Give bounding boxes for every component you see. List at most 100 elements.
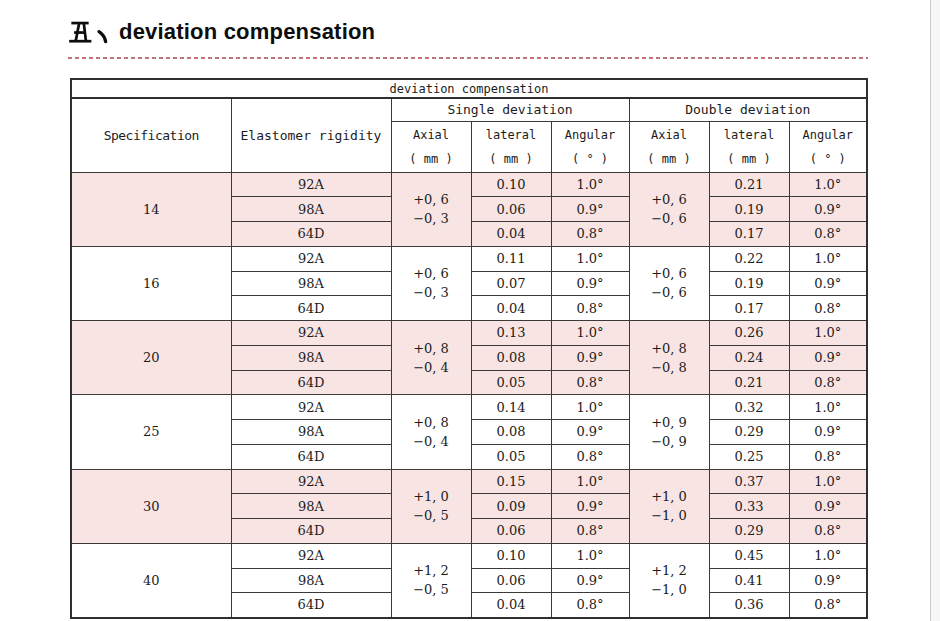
single-lateral-cell: 0.04	[471, 593, 551, 618]
single-angular-cell: 0.8°	[551, 370, 629, 395]
single-lateral-cell: 0.06	[471, 519, 551, 544]
single-angular-cell: 0.9°	[551, 271, 629, 296]
subheader-lateral-1: lateral ( mm )	[471, 121, 551, 172]
double-lateral-cell: 0.37	[709, 469, 789, 494]
single-angular-cell: 0.8°	[551, 296, 629, 321]
single-axial-tolerance-cell: +0, 6 −0, 3	[391, 172, 471, 246]
rigidity-cell: 98A	[231, 197, 391, 222]
rigidity-cell: 64D	[231, 370, 391, 395]
cjk-five-character-icon	[67, 19, 93, 45]
subheader-angular-5: Angular ( ° )	[789, 121, 867, 172]
double-angular-cell: 1.0°	[789, 172, 867, 197]
document-page: deviation compensation deviation compens…	[0, 0, 940, 621]
single-lateral-cell: 0.10	[471, 172, 551, 197]
single-angular-cell: 0.9°	[551, 568, 629, 593]
double-axial-tolerance-cell: +0, 6 −0, 6	[629, 246, 709, 320]
rigidity-cell: 92A	[231, 246, 391, 271]
single-lateral-cell: 0.06	[471, 568, 551, 593]
ideographic-comma-icon	[95, 29, 111, 45]
double-angular-cell: 1.0°	[789, 321, 867, 346]
rigidity-cell: 98A	[231, 271, 391, 296]
single-angular-cell: 0.9°	[551, 197, 629, 222]
double-axial-tolerance-cell: +0, 6 −0, 6	[629, 172, 709, 246]
header-double-deviation: Double deviation	[629, 98, 867, 121]
single-lateral-cell: 0.11	[471, 246, 551, 271]
rigidity-cell: 98A	[231, 345, 391, 370]
double-lateral-cell: 0.22	[709, 246, 789, 271]
single-lateral-cell: 0.08	[471, 345, 551, 370]
table-row-spec25-92A: 2592A+0, 8 −0, 40.141.0°+0, 9 −0, 90.321…	[71, 395, 867, 420]
table-row-spec30-92A: 3092A+1, 0 −0, 50.151.0°+1, 0 −1, 00.371…	[71, 469, 867, 494]
double-axial-tolerance-cell: +0, 9 −0, 9	[629, 395, 709, 469]
single-lateral-cell: 0.05	[471, 444, 551, 469]
single-lateral-cell: 0.09	[471, 494, 551, 519]
double-lateral-cell: 0.17	[709, 222, 789, 247]
double-lateral-cell: 0.21	[709, 370, 789, 395]
rigidity-cell: 64D	[231, 296, 391, 321]
rigidity-cell: 92A	[231, 172, 391, 197]
page-right-edge	[930, 0, 940, 621]
single-angular-cell: 0.9°	[551, 494, 629, 519]
single-angular-cell: 1.0°	[551, 172, 629, 197]
deviation-compensation-table: deviation compensation Specification Ela…	[70, 78, 868, 619]
double-lateral-cell: 0.25	[709, 444, 789, 469]
single-axial-tolerance-cell: +1, 0 −0, 5	[391, 469, 471, 543]
single-lateral-cell: 0.07	[471, 271, 551, 296]
single-angular-cell: 0.8°	[551, 222, 629, 247]
double-angular-cell: 0.8°	[789, 370, 867, 395]
double-angular-cell: 1.0°	[789, 395, 867, 420]
subheader-angular-2: Angular ( ° )	[551, 121, 629, 172]
double-lateral-cell: 0.45	[709, 543, 789, 568]
double-angular-cell: 0.9°	[789, 345, 867, 370]
single-angular-cell: 1.0°	[551, 395, 629, 420]
single-lateral-cell: 0.06	[471, 197, 551, 222]
single-lateral-cell: 0.04	[471, 222, 551, 247]
single-angular-cell: 0.9°	[551, 345, 629, 370]
header-elastomer-rigidity: Elastomer rigidity	[231, 98, 391, 172]
single-lateral-cell: 0.10	[471, 543, 551, 568]
double-angular-cell: 0.9°	[789, 197, 867, 222]
rigidity-cell: 92A	[231, 321, 391, 346]
single-lateral-cell: 0.05	[471, 370, 551, 395]
double-angular-cell: 0.9°	[789, 271, 867, 296]
single-lateral-cell: 0.04	[471, 296, 551, 321]
double-angular-cell: 0.9°	[789, 494, 867, 519]
table-caption: deviation compensation	[71, 79, 867, 98]
rigidity-cell: 92A	[231, 543, 391, 568]
spec-cell: 14	[71, 172, 231, 246]
rigidity-cell: 64D	[231, 222, 391, 247]
double-axial-tolerance-cell: +0, 8 −0, 8	[629, 321, 709, 395]
header-specification: Specification	[71, 98, 231, 172]
double-lateral-cell: 0.21	[709, 172, 789, 197]
rigidity-cell: 92A	[231, 395, 391, 420]
single-axial-tolerance-cell: +1, 2 −0, 5	[391, 543, 471, 617]
double-angular-cell: 1.0°	[789, 469, 867, 494]
double-lateral-cell: 0.41	[709, 568, 789, 593]
spec-cell: 16	[71, 246, 231, 320]
double-angular-cell: 1.0°	[789, 246, 867, 271]
double-axial-tolerance-cell: +1, 2 −1, 0	[629, 543, 709, 617]
double-angular-cell: 0.8°	[789, 444, 867, 469]
rigidity-cell: 98A	[231, 494, 391, 519]
subheader-axial-3: Axial ( mm )	[629, 121, 709, 172]
single-lateral-cell: 0.13	[471, 321, 551, 346]
single-axial-tolerance-cell: +0, 8 −0, 4	[391, 395, 471, 469]
double-lateral-cell: 0.32	[709, 395, 789, 420]
table-row-spec40-92A: 4092A+1, 2 −0, 50.101.0°+1, 2 −1, 00.451…	[71, 543, 867, 568]
double-angular-cell: 0.9°	[789, 420, 867, 445]
single-axial-tolerance-cell: +0, 8 −0, 4	[391, 321, 471, 395]
double-lateral-cell: 0.17	[709, 296, 789, 321]
spec-cell: 20	[71, 321, 231, 395]
table-row-spec20-92A: 2092A+0, 8 −0, 40.131.0°+0, 8 −0, 80.261…	[71, 321, 867, 346]
single-lateral-cell: 0.08	[471, 420, 551, 445]
double-angular-cell: 0.8°	[789, 593, 867, 618]
rigidity-cell: 64D	[231, 519, 391, 544]
spec-cell: 40	[71, 543, 231, 617]
rigidity-cell: 64D	[231, 593, 391, 618]
double-lateral-cell: 0.19	[709, 197, 789, 222]
single-angular-cell: 0.8°	[551, 519, 629, 544]
double-lateral-cell: 0.26	[709, 321, 789, 346]
header-single-deviation: Single deviation	[391, 98, 629, 121]
subheader-lateral-4: lateral ( mm )	[709, 121, 789, 172]
double-angular-cell: 0.8°	[789, 222, 867, 247]
